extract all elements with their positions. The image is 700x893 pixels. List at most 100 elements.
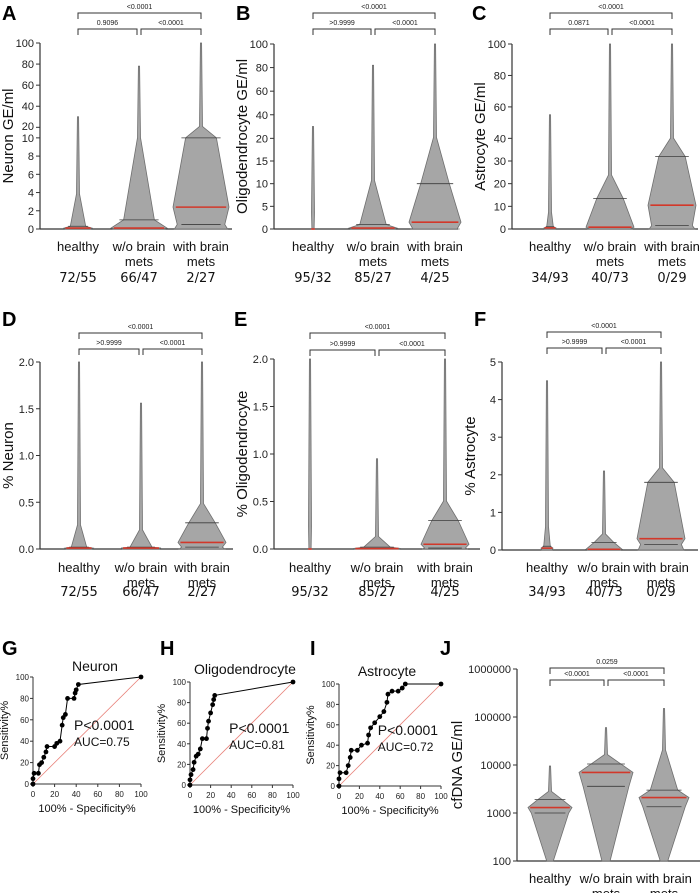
significance-bracket: [374, 28, 436, 35]
roc-point: [347, 755, 353, 760]
p-value-label: <0.0001: [127, 4, 153, 11]
p-value-label: <0.0001: [128, 324, 154, 331]
count-label: 2/27: [187, 585, 216, 600]
violin-1: [62, 116, 94, 230]
y-tick-label: 10: [494, 201, 506, 213]
roc-point: [368, 725, 374, 731]
y-tick-label: 4: [28, 188, 34, 200]
category-label: healthy: [57, 239, 99, 254]
roc-point: [71, 696, 77, 701]
roc-point: [65, 696, 70, 701]
roc-point: [30, 776, 36, 782]
y-axis-label: Sensitivity%: [305, 705, 317, 765]
significance-bracket: [549, 28, 609, 35]
category-label: with brain: [406, 239, 463, 254]
roc-point: [345, 763, 351, 768]
p-value-label: <0.0001: [361, 4, 387, 11]
x-tick-label: 80: [268, 791, 277, 800]
roc-point: [208, 710, 214, 716]
count-label: 66/47: [120, 271, 157, 286]
roc-point: [402, 681, 408, 687]
category-label: with brain: [632, 560, 689, 575]
roc-point: [205, 725, 210, 731]
roc-point: [187, 782, 193, 788]
significance-bracket: [309, 332, 446, 339]
roc-point: [365, 740, 370, 746]
y-axis-label: Neuron GE/ml: [0, 88, 17, 183]
count-label: 4/25: [430, 585, 459, 600]
roc-point: [377, 714, 383, 720]
p-value-label: <0.0001: [158, 20, 184, 27]
roc-point: [210, 702, 216, 708]
y-tick-label: 0: [490, 545, 496, 557]
x-tick-label: 100: [134, 790, 148, 799]
category-label: mets: [187, 254, 216, 269]
y-tick-label: 100: [173, 678, 187, 687]
y-tick-label: 1.0: [19, 451, 34, 463]
significance-bracket: [549, 679, 605, 686]
x-tick-label: 40: [227, 791, 236, 800]
category-label: mets: [363, 575, 392, 590]
y-tick-label: 10: [256, 179, 268, 191]
roc-point: [59, 722, 65, 728]
roc-point: [188, 772, 194, 778]
y-tick-label: 2.0: [253, 354, 268, 366]
roc-title: Oligodendrocyte: [194, 661, 296, 677]
significance-bracket: [312, 12, 436, 19]
y-tick-label: 40: [256, 110, 268, 122]
p-value-label: 0.0259: [596, 659, 618, 666]
y-axis-label: Sensitivity%: [156, 704, 168, 764]
category-label: healthy: [529, 239, 571, 254]
violin-3: [177, 361, 227, 550]
x-tick-label: 40: [72, 790, 81, 799]
panel-j: J 100 1000 10000 100000 1000000 cfDNA GE/ml hea…: [440, 638, 700, 893]
p-value-label: 0.0871: [568, 20, 590, 27]
violin-2: [578, 727, 634, 862]
x-tick-label: 80: [416, 792, 425, 801]
category-label: w/o brain: [577, 560, 631, 575]
p-value-label: <0.0001: [598, 4, 624, 11]
category-label: mets: [359, 254, 388, 269]
reference-diagonal: [338, 683, 442, 787]
y-tick-label: 20: [326, 762, 335, 771]
reference-diagonal: [32, 676, 142, 785]
reference-diagonal: [189, 681, 294, 786]
panel-letter: J: [440, 638, 451, 660]
roc-point: [372, 720, 378, 726]
y-axis-label: Sensitivity%: [0, 701, 11, 761]
violin-3: [647, 43, 697, 230]
violin-1: [311, 126, 315, 230]
significance-bracket: [140, 28, 202, 35]
y-tick-label: 0: [25, 780, 30, 789]
category-label: mets: [127, 575, 156, 590]
roc-point: [354, 747, 360, 753]
y-tick-label: 20: [256, 133, 268, 145]
category-label: w/o brain: [579, 871, 633, 886]
panel-letter: H: [160, 638, 174, 660]
p-value-label: 0.9096: [97, 20, 119, 27]
roc-point: [75, 682, 81, 687]
y-tick-label: 1.5: [253, 402, 268, 414]
panel-letter: C: [472, 3, 486, 25]
y-tick-label: 15: [256, 156, 268, 168]
x-tick-label: 0: [337, 792, 342, 801]
significance-bracket: [549, 667, 665, 674]
violin-2: [347, 64, 399, 230]
y-tick-label: 1.0: [253, 449, 268, 461]
category-label: mets: [421, 254, 450, 269]
roc-point: [290, 679, 296, 685]
y-tick-label: 2: [28, 206, 34, 218]
y-axis-label: % Neuron: [0, 422, 17, 489]
category-label: mets: [596, 254, 625, 269]
roc-point: [57, 738, 63, 744]
y-tick-label: 80: [326, 700, 335, 709]
y-tick-label: 4: [490, 395, 496, 407]
roc-point: [384, 699, 390, 705]
y-tick-label: 1000: [487, 808, 511, 820]
y-tick-label: 60: [177, 719, 186, 728]
y-tick-label: 100: [493, 856, 511, 868]
panel-i: I 0 20 40 60 80 100 0 20 40 60 80 100 Astrocyte 100% -…: [305, 638, 448, 817]
roc-point: [73, 687, 79, 693]
p-value-label: <0.0001: [629, 20, 655, 27]
p-value-label: >0.9999: [329, 20, 355, 27]
